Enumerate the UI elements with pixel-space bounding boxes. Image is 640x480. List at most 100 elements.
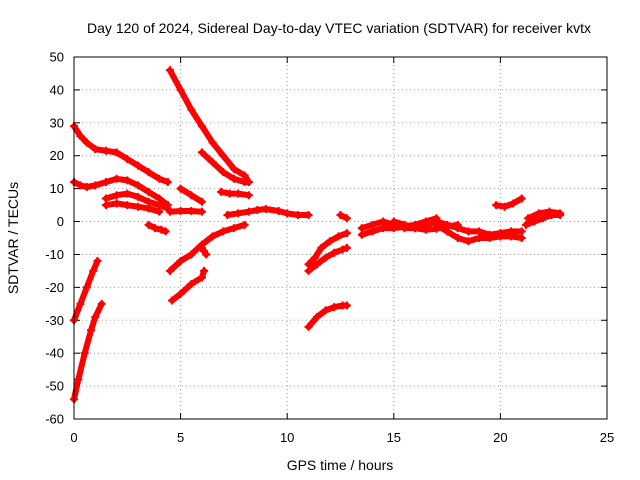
series-trace-arc1	[71, 123, 171, 186]
x-tick-label: 5	[177, 430, 184, 445]
data-point	[400, 220, 409, 229]
data-point	[432, 224, 441, 233]
data-point	[261, 205, 270, 214]
series-trace-arc14	[218, 188, 252, 199]
data-point	[229, 164, 238, 173]
series-trace-arc11	[169, 267, 208, 304]
x-axis-label: GPS time / hours	[287, 457, 394, 473]
data-point	[310, 253, 319, 262]
data-point	[123, 201, 132, 210]
data-point	[517, 194, 526, 203]
data-point	[317, 243, 326, 252]
data-point	[76, 181, 85, 190]
series-trace-arc25	[493, 195, 525, 210]
data-point	[453, 234, 462, 242]
data-point	[283, 209, 292, 218]
data-point	[76, 299, 85, 308]
data-point	[274, 207, 283, 216]
x-tick-label: 25	[600, 430, 614, 445]
series-trace-arc21	[358, 218, 525, 238]
data-point	[330, 303, 339, 312]
data-point	[509, 199, 518, 208]
x-tick-label: 10	[280, 430, 294, 445]
data-point	[155, 207, 164, 216]
data-point	[244, 178, 253, 187]
grid	[74, 57, 607, 419]
data-point	[82, 138, 91, 147]
data-point	[534, 209, 543, 218]
data-point	[517, 234, 526, 242]
data-point	[197, 207, 206, 216]
data-point	[165, 266, 174, 275]
data-point	[97, 299, 106, 308]
data-point	[421, 225, 430, 234]
data-point	[524, 214, 533, 223]
data-point	[93, 257, 102, 266]
data-point	[336, 210, 345, 219]
data-point	[304, 210, 313, 219]
data-point	[234, 209, 243, 218]
data-point	[357, 230, 366, 239]
y-tick-label: -40	[45, 346, 64, 361]
y-tick-label: 20	[50, 148, 64, 163]
data-point	[208, 232, 217, 241]
data-point	[197, 148, 206, 157]
data-point	[321, 306, 330, 315]
data-point	[342, 229, 351, 238]
data-point	[521, 220, 530, 229]
y-tick-label: -10	[45, 247, 64, 262]
data-point	[87, 326, 96, 335]
data-point	[89, 266, 98, 275]
data-point	[217, 187, 226, 196]
data-point	[304, 266, 313, 275]
data-point	[101, 146, 110, 155]
data-point	[200, 266, 209, 275]
data-point	[342, 243, 351, 252]
data-point	[225, 189, 234, 198]
x-tick-label: 0	[70, 430, 77, 445]
data-point	[82, 283, 91, 292]
data-point	[368, 227, 377, 236]
y-tick-label: 10	[50, 181, 64, 196]
data-point	[530, 217, 539, 226]
data-point	[133, 202, 142, 211]
data-point	[389, 217, 398, 226]
data-point	[101, 201, 110, 210]
data-point	[123, 155, 132, 164]
data-point	[330, 248, 339, 257]
data-point	[163, 178, 172, 187]
data-point	[338, 245, 347, 254]
data-point	[507, 232, 516, 241]
plot-area	[70, 66, 565, 404]
data-point	[334, 232, 343, 241]
data-point	[443, 222, 452, 231]
data-point	[304, 322, 313, 331]
y-tick-label: -20	[45, 280, 64, 295]
data-point	[176, 257, 185, 266]
data-point	[208, 138, 217, 147]
x-tick-label: 15	[387, 430, 401, 445]
series-trace-arc27	[525, 208, 564, 222]
data-point	[144, 168, 153, 177]
data-point	[475, 234, 484, 242]
data-point	[91, 145, 100, 154]
data-point	[155, 174, 164, 183]
data-point	[101, 178, 110, 187]
data-point	[223, 210, 232, 219]
data-point	[293, 210, 302, 219]
data-point	[187, 250, 196, 259]
y-tick-label: 30	[50, 115, 64, 130]
data-point	[157, 225, 166, 234]
y-tick-label: -50	[45, 379, 64, 394]
data-point	[234, 189, 243, 198]
data-point	[187, 105, 196, 114]
data-point	[485, 234, 494, 242]
data-point	[144, 187, 153, 196]
y-tick-label: -60	[45, 412, 64, 427]
series-trace-arc7	[71, 300, 105, 403]
data-point	[342, 301, 351, 310]
data-point	[112, 148, 121, 157]
y-axis-label: SDTVAR / TECUs	[5, 182, 21, 294]
data-point	[464, 227, 473, 236]
data-point	[219, 151, 228, 160]
